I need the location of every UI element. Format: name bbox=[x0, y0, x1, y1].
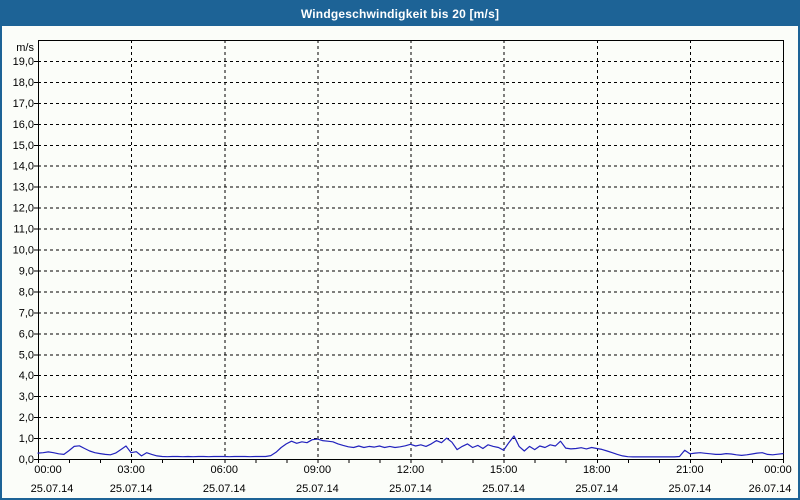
y-tick-label: 18,0 bbox=[13, 77, 34, 89]
chart-title: Windgeschwindigkeit bis 20 [m/s] bbox=[300, 7, 500, 21]
wind-speed-line bbox=[37, 435, 784, 458]
y-tick-label: 10,0 bbox=[13, 245, 34, 257]
x-tick-date-label: 25.07.14 bbox=[668, 483, 711, 495]
y-tick-label: 5,0 bbox=[19, 349, 34, 361]
x-tick-time-label: 15:00 bbox=[490, 464, 518, 476]
x-tick-date-label: 25.07.14 bbox=[110, 483, 153, 495]
x-tick-time-label: 12:00 bbox=[397, 464, 425, 476]
y-tick-label: 12,0 bbox=[13, 203, 34, 215]
x-tick-time-label: 21:00 bbox=[676, 464, 704, 476]
x-tick-date-label: 25.07.14 bbox=[203, 483, 246, 495]
x-tick-time-label: 00:00 bbox=[764, 464, 792, 476]
x-tick-date-label: 25.07.14 bbox=[31, 483, 74, 495]
y-tick-label: 7,0 bbox=[19, 307, 34, 319]
y-tick-label: 15,0 bbox=[13, 140, 34, 152]
y-tick-label: 8,0 bbox=[19, 286, 34, 298]
y-tick-label: 2,0 bbox=[19, 412, 34, 424]
chart-title-bar: Windgeschwindigkeit bis 20 [m/s] bbox=[2, 2, 798, 26]
y-tick-label: 9,0 bbox=[19, 265, 34, 277]
y-tick-label: 19,0 bbox=[13, 56, 34, 68]
y-tick-label: 16,0 bbox=[13, 119, 34, 131]
x-tick-date-label: 25.07.14 bbox=[296, 483, 339, 495]
x-tick-date-label: 26.07.14 bbox=[749, 483, 792, 495]
y-tick-label: 0,0 bbox=[19, 454, 34, 466]
x-tick-date-label: 25.07.14 bbox=[389, 483, 432, 495]
y-tick-label: 4,0 bbox=[19, 370, 34, 382]
y-tick-label: 14,0 bbox=[13, 161, 34, 173]
x-tick-date-label: 25.07.14 bbox=[482, 483, 525, 495]
x-tick-time-label: 09:00 bbox=[304, 464, 332, 476]
x-tick-time-label: 18:00 bbox=[583, 464, 611, 476]
y-tick-label: 13,0 bbox=[13, 182, 34, 194]
wind-speed-chart: 0,0 1,0 2,0 3,0 4,0 5,0 6,0 7,0 8,0 9,0 10,0 11,0 12… bbox=[13, 40, 792, 495]
x-tick-time-label: 06:00 bbox=[210, 464, 238, 476]
y-tick-label: 11,0 bbox=[13, 224, 34, 236]
x-tick-time-label: 03:00 bbox=[117, 464, 145, 476]
x-tick-time-label: 00:00 bbox=[34, 464, 62, 476]
y-tick-label: 3,0 bbox=[19, 391, 34, 403]
y-tick-label: 1,0 bbox=[19, 433, 34, 445]
x-tick-date-label: 25.07.14 bbox=[575, 483, 618, 495]
y-axis-unit-label: m/s bbox=[16, 42, 34, 54]
y-tick-label: 17,0 bbox=[13, 98, 34, 110]
y-tick-label: 6,0 bbox=[19, 328, 34, 340]
